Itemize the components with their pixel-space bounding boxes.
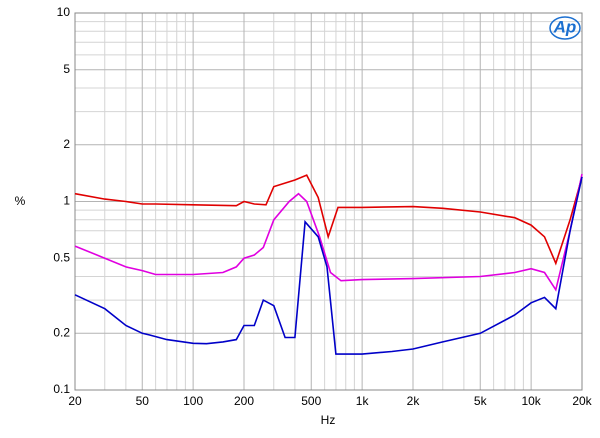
y-tick-label: 2 xyxy=(63,137,70,151)
x-tick-label: 50 xyxy=(136,394,150,408)
series-line xyxy=(74,176,583,355)
y-tick-label: 0.1 xyxy=(53,382,70,396)
x-tick-label: 20 xyxy=(68,394,82,408)
x-tick-label: 5k xyxy=(474,394,488,408)
x-tick-label: 20k xyxy=(572,394,592,408)
logo: Ap xyxy=(553,17,577,36)
y-tick-label: 1 xyxy=(63,194,70,208)
y-tick-label: 10 xyxy=(57,5,71,19)
x-tick-label: 2k xyxy=(407,394,421,408)
series-line xyxy=(74,174,583,266)
logo-ring xyxy=(549,16,581,40)
plot-frame xyxy=(74,12,583,391)
x-tick-label: 100 xyxy=(183,394,203,408)
y-axis-label: % xyxy=(15,194,26,208)
y-tick-label: 0.2 xyxy=(53,325,70,339)
y-tick-label: 5 xyxy=(63,62,70,76)
x-tick-label: 1k xyxy=(356,394,370,408)
x-axis-label: Hz xyxy=(321,413,336,427)
series-line xyxy=(74,173,583,292)
x-tick-label: 10k xyxy=(521,394,541,408)
x-tick-label: 500 xyxy=(301,394,321,408)
y-tick-label: 0.5 xyxy=(53,250,70,264)
x-tick-label: 200 xyxy=(234,394,254,408)
